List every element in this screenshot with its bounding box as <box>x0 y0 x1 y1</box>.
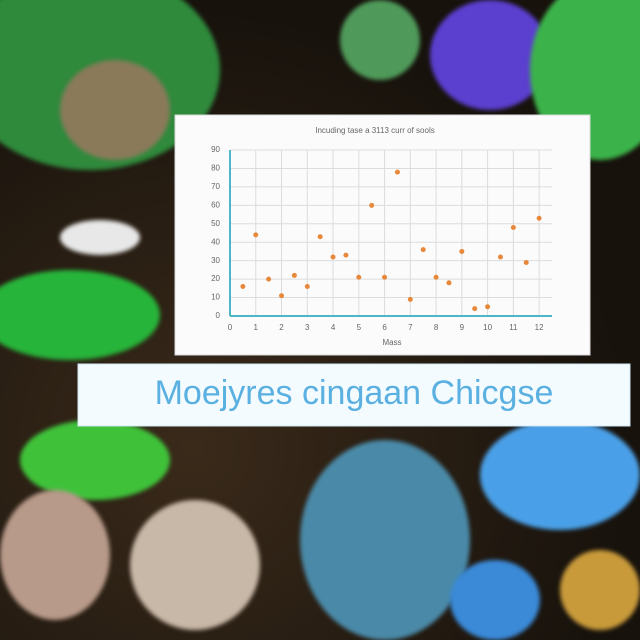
point <box>472 306 478 312</box>
y-tick-label: 90 <box>211 145 220 154</box>
point <box>485 304 491 310</box>
point <box>382 274 388 280</box>
point <box>497 254 503 260</box>
x-tick-label: 11 <box>509 323 518 332</box>
chart-panel <box>174 114 591 356</box>
x-axis-label: Mass <box>382 338 401 347</box>
creature <box>60 220 140 255</box>
point <box>317 234 323 240</box>
y-tick-label: 10 <box>211 293 220 302</box>
point <box>407 296 413 302</box>
point <box>356 274 362 280</box>
x-tick-label: 4 <box>331 323 336 332</box>
creature <box>450 560 540 640</box>
creature <box>340 0 420 80</box>
x-tick-label: 10 <box>483 323 492 332</box>
x-tick-label: 3 <box>305 323 310 332</box>
x-tick-label: 9 <box>460 323 465 332</box>
creature <box>60 60 170 160</box>
creature <box>0 270 160 360</box>
y-tick-label: 30 <box>211 256 220 265</box>
point <box>253 232 259 238</box>
creature <box>20 420 170 500</box>
chart-title: Incuding tase a 3113 curr of sools <box>315 126 434 135</box>
creature <box>130 500 260 630</box>
point <box>536 215 542 221</box>
point <box>523 260 529 266</box>
y-tick-label: 20 <box>211 274 220 283</box>
point <box>266 276 272 282</box>
point <box>343 252 349 258</box>
creature <box>560 550 640 630</box>
creature <box>480 420 640 530</box>
caption: Moejyres cingaan Chicgse <box>155 374 554 412</box>
point <box>304 283 310 289</box>
y-tick-label: 60 <box>211 200 220 209</box>
y-tick-label: 50 <box>211 219 220 228</box>
x-tick-label: 1 <box>254 323 259 332</box>
x-tick-label: 6 <box>382 323 387 332</box>
y-tick-label: 40 <box>211 237 220 246</box>
point <box>369 202 375 208</box>
x-tick-label: 12 <box>535 323 544 332</box>
creature <box>300 440 470 640</box>
point <box>330 254 336 260</box>
point <box>291 272 297 278</box>
y-tick-label: 80 <box>211 164 220 173</box>
creature <box>0 490 110 620</box>
point <box>433 274 439 280</box>
point <box>240 283 246 289</box>
point <box>510 224 516 230</box>
point <box>279 293 285 299</box>
y-tick-label: 70 <box>211 182 220 191</box>
x-tick-label: 0 <box>228 323 233 332</box>
point <box>459 248 465 254</box>
point <box>446 280 452 286</box>
x-tick-label: 8 <box>434 323 439 332</box>
caption-banner <box>77 363 631 427</box>
x-tick-label: 5 <box>357 323 362 332</box>
x-tick-label: 7 <box>408 323 413 332</box>
point <box>394 169 400 175</box>
point <box>420 247 426 253</box>
x-tick-label: 2 <box>279 323 284 332</box>
y-tick-label: 0 <box>216 311 221 320</box>
